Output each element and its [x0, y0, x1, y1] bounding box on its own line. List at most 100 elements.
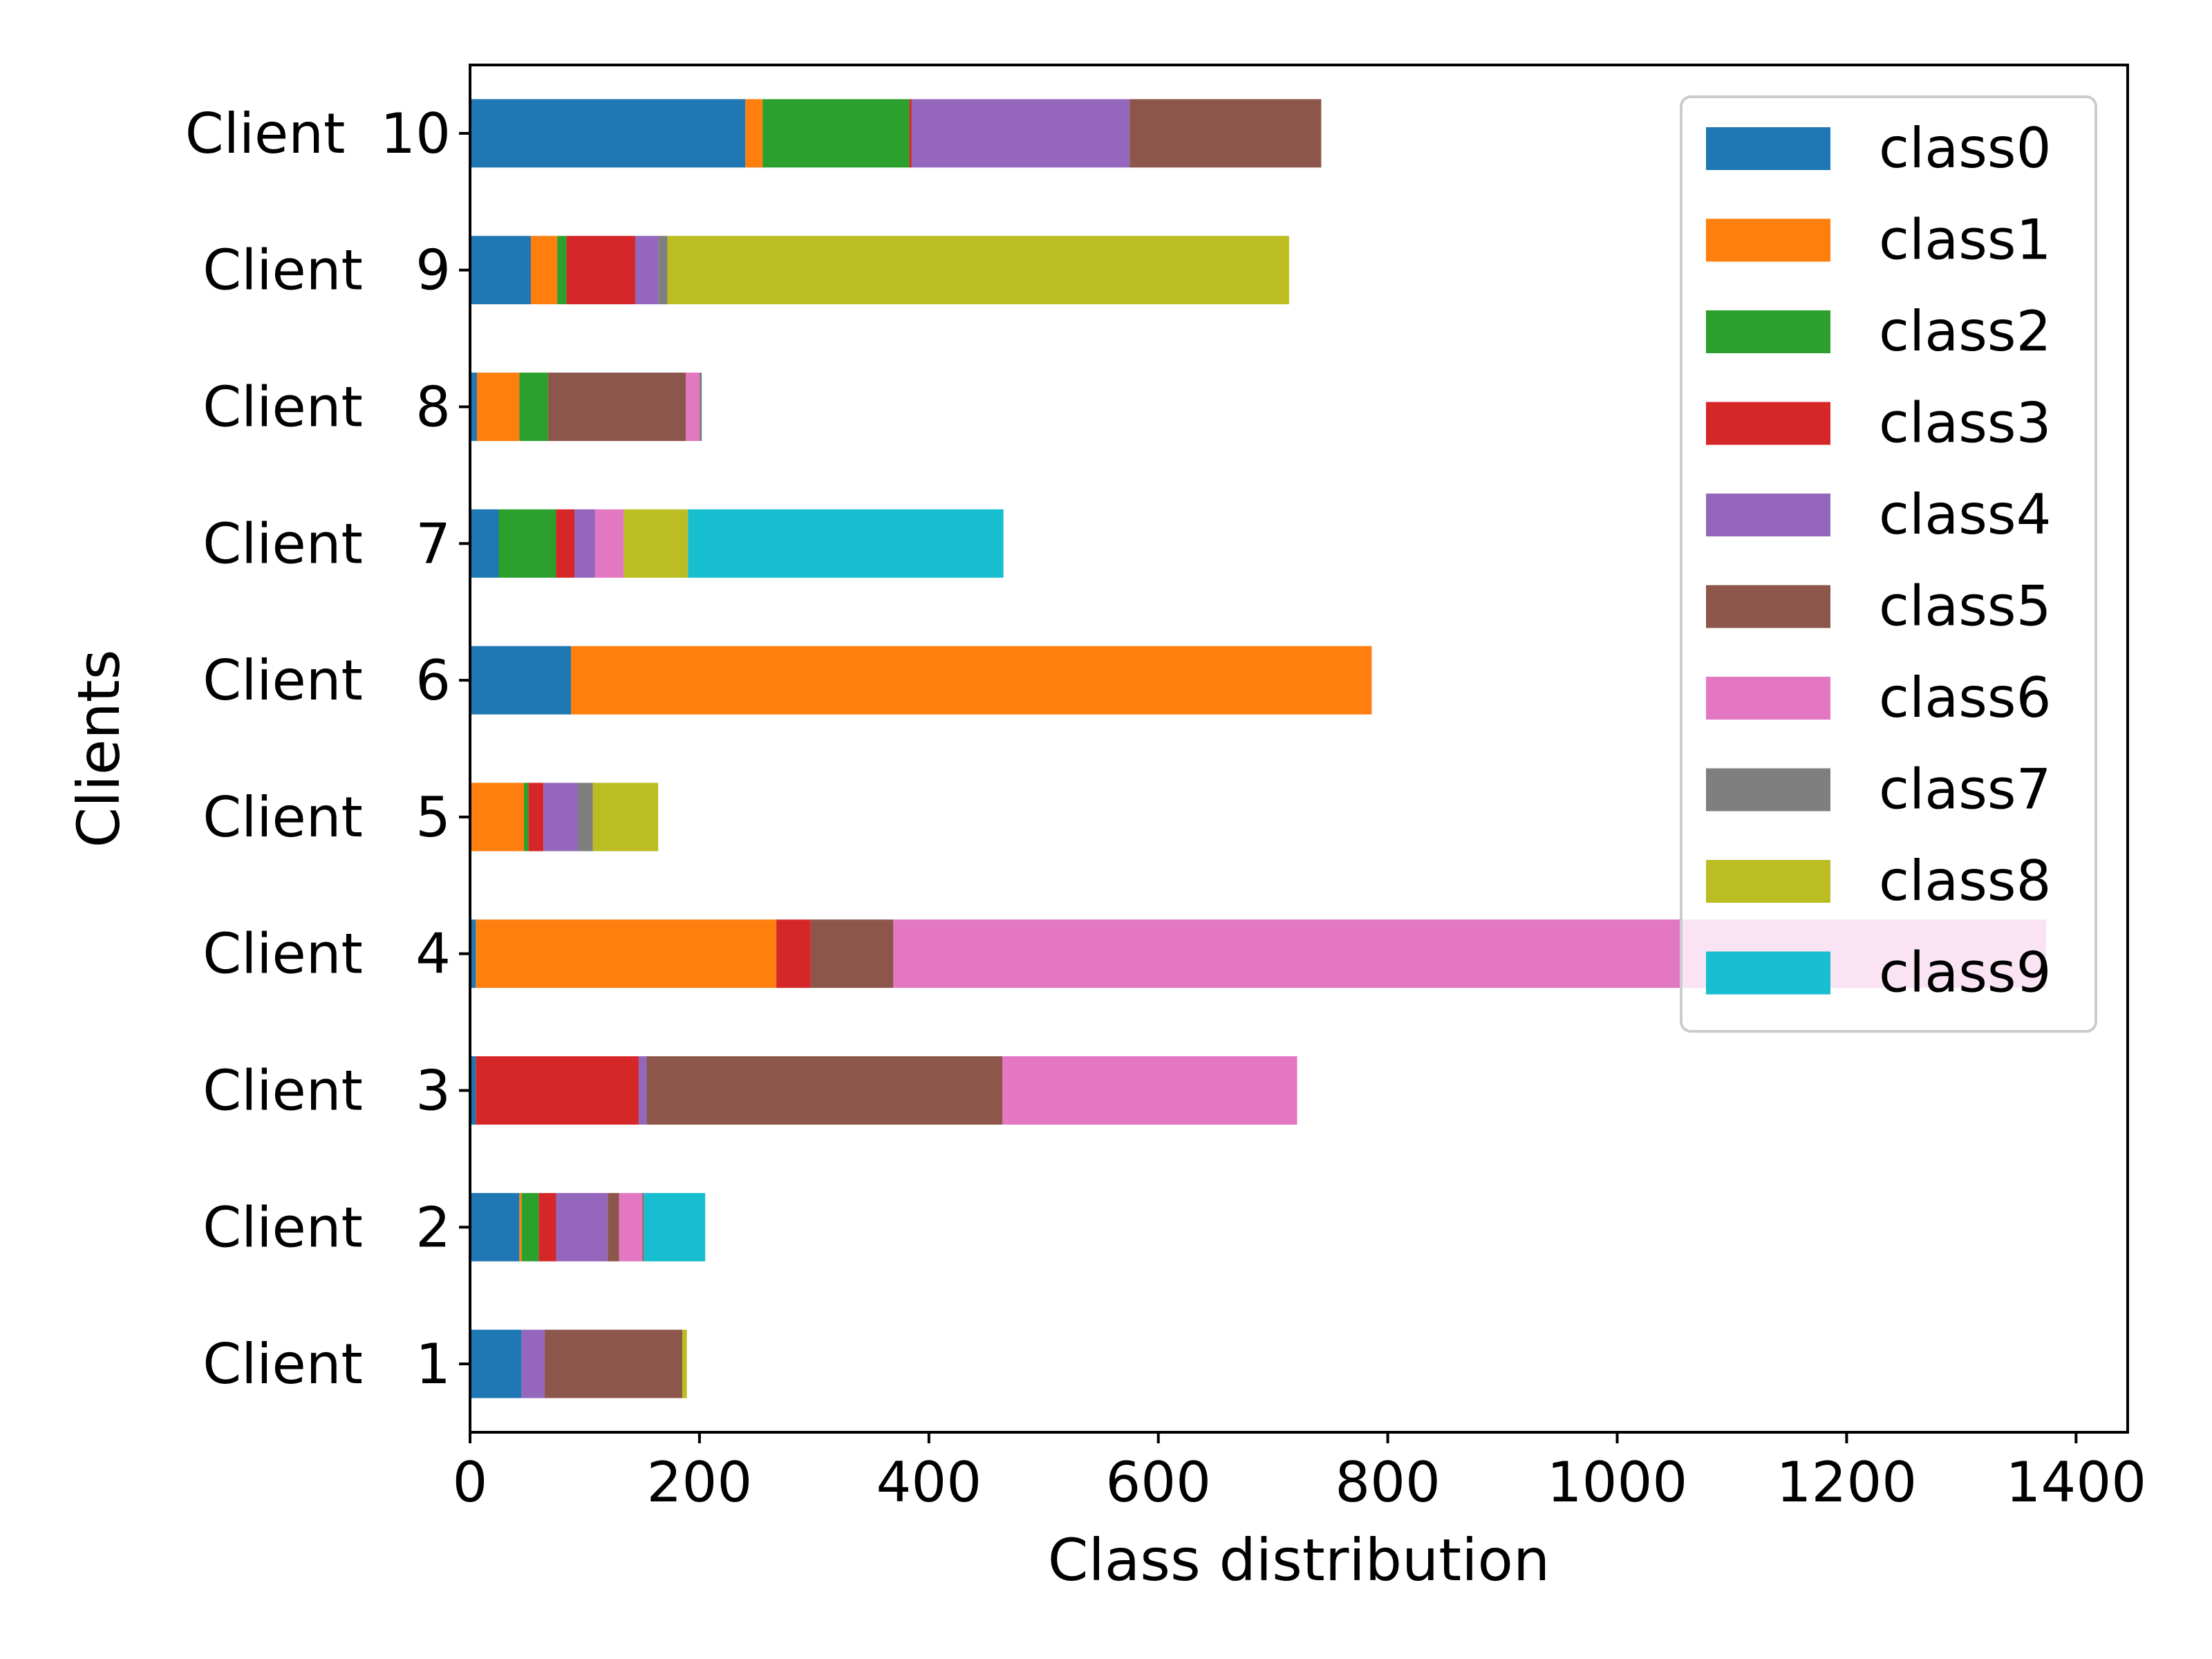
y-tick-label: Client 8: [203, 375, 451, 440]
legend-label: class7: [1879, 758, 2052, 822]
bar-segment: [644, 1192, 706, 1262]
legend-label: class5: [1879, 574, 2052, 639]
bar-segment: [470, 236, 531, 305]
y-axis-label: Clients: [65, 650, 133, 848]
bar-segment: [556, 1192, 608, 1262]
bar-segment: [571, 646, 1372, 715]
x-tick-label: 0: [453, 1450, 488, 1515]
x-tick-label: 400: [876, 1450, 982, 1515]
plot-frame: [469, 64, 2129, 1434]
bar-segment: [521, 1329, 545, 1398]
bar-segment: [519, 373, 548, 441]
x-tick-label: 200: [647, 1450, 753, 1515]
bar-segment: [528, 782, 544, 852]
legend-label: class1: [1879, 208, 2052, 272]
bar-segment: [470, 1329, 522, 1398]
legend: class0 class1 class2 class3 class4 class5 clas…: [1680, 95, 2097, 1033]
y-tick-label: Client 3: [203, 1059, 451, 1123]
x-axis-ticks: 0 200 400 600 800 1000 1200 1400: [453, 1432, 2147, 1515]
legend-swatch: [1706, 768, 1830, 812]
bar-segment: [476, 919, 777, 988]
bar-segment: [523, 782, 529, 852]
legend-swatch: [1706, 585, 1830, 628]
bar-segment: [538, 1192, 556, 1262]
bar-segment: [699, 373, 702, 441]
bar-segment: [810, 919, 894, 988]
bar-segment: [745, 99, 763, 168]
bar-segment: [476, 1056, 639, 1125]
bar-segment: [521, 1192, 539, 1262]
bar-segment: [556, 509, 575, 578]
legend-swatch: [1706, 402, 1830, 445]
legend-label: class2: [1879, 299, 2052, 364]
x-tick-label: 1400: [2006, 1450, 2147, 1515]
y-tick-label: Client 10: [185, 102, 451, 166]
bar-segment: [577, 782, 593, 852]
legend-label: class0: [1879, 116, 2052, 180]
y-axis-ticks: Client 1 Client 2 Client 3 Client 4 Client 5…: [185, 102, 470, 1396]
legend-label: class9: [1879, 941, 2052, 1005]
legend-swatch: [1706, 677, 1830, 720]
bar-segment: [1002, 1056, 1297, 1125]
bar-segment: [519, 1192, 522, 1262]
x-tick-label: 1200: [1777, 1450, 1918, 1515]
bar-segment: [635, 236, 659, 305]
y-tick-label: Client 1: [203, 1332, 451, 1396]
bar-segment: [547, 373, 686, 441]
y-tick-label: Client 9: [203, 238, 451, 303]
y-tick-label: Client 5: [203, 785, 451, 850]
legend-swatch: [1706, 860, 1830, 903]
legend-label: class8: [1879, 849, 2052, 913]
bar-segment: [762, 99, 910, 168]
bar-segment: [619, 1192, 642, 1262]
bar-segment: [682, 1329, 687, 1398]
bar-segment: [909, 99, 912, 168]
x-tick-label: 800: [1335, 1450, 1441, 1515]
bar-segment: [543, 782, 578, 852]
bar-segment: [685, 373, 700, 441]
bar-segment: [592, 782, 659, 852]
bar-segment: [638, 1056, 647, 1125]
bar-segment: [688, 509, 1004, 578]
bar-segment: [557, 236, 567, 305]
bar-segment: [667, 236, 1289, 305]
bar-segment: [470, 1056, 476, 1125]
bar-segment: [530, 236, 558, 305]
y-tick-label: Client 7: [203, 512, 451, 576]
bar-segment: [646, 1056, 1003, 1125]
bar-segment: [566, 236, 635, 305]
bar-segment: [470, 509, 499, 578]
y-tick-label: Client 2: [203, 1195, 451, 1259]
bar-segment: [594, 509, 624, 578]
bar-segment: [498, 509, 556, 578]
bar-segment: [776, 919, 811, 988]
bar-segment: [641, 1192, 645, 1262]
x-axis-label: Class distribution: [1048, 1526, 1550, 1594]
legend-swatch: [1706, 218, 1830, 262]
legend-label: class4: [1879, 482, 2052, 547]
bar-segment: [1130, 99, 1322, 168]
bar-segment: [470, 919, 476, 988]
bar-segment: [911, 99, 1130, 168]
bar-segment: [470, 646, 572, 715]
bar-segment: [470, 782, 524, 852]
legend-label: class3: [1879, 391, 2052, 456]
legend-label: class6: [1879, 666, 2052, 730]
bar-segment: [544, 1329, 683, 1398]
x-tick-label: 600: [1105, 1450, 1211, 1515]
bar-segment: [470, 1192, 520, 1262]
bar-segment: [608, 1192, 619, 1262]
bar-segment: [470, 373, 477, 441]
x-tick-label: 1000: [1547, 1450, 1688, 1515]
bar-segment: [476, 373, 520, 441]
y-tick-label: Client 6: [203, 648, 451, 713]
legend-swatch: [1706, 494, 1830, 536]
bar-group: [470, 99, 2047, 1398]
bar-segment: [574, 509, 595, 578]
bar-segment: [624, 509, 688, 578]
legend-swatch: [1706, 951, 1830, 995]
legend-swatch: [1706, 127, 1830, 170]
bar-segment: [658, 236, 668, 305]
legend-swatch: [1706, 310, 1830, 353]
